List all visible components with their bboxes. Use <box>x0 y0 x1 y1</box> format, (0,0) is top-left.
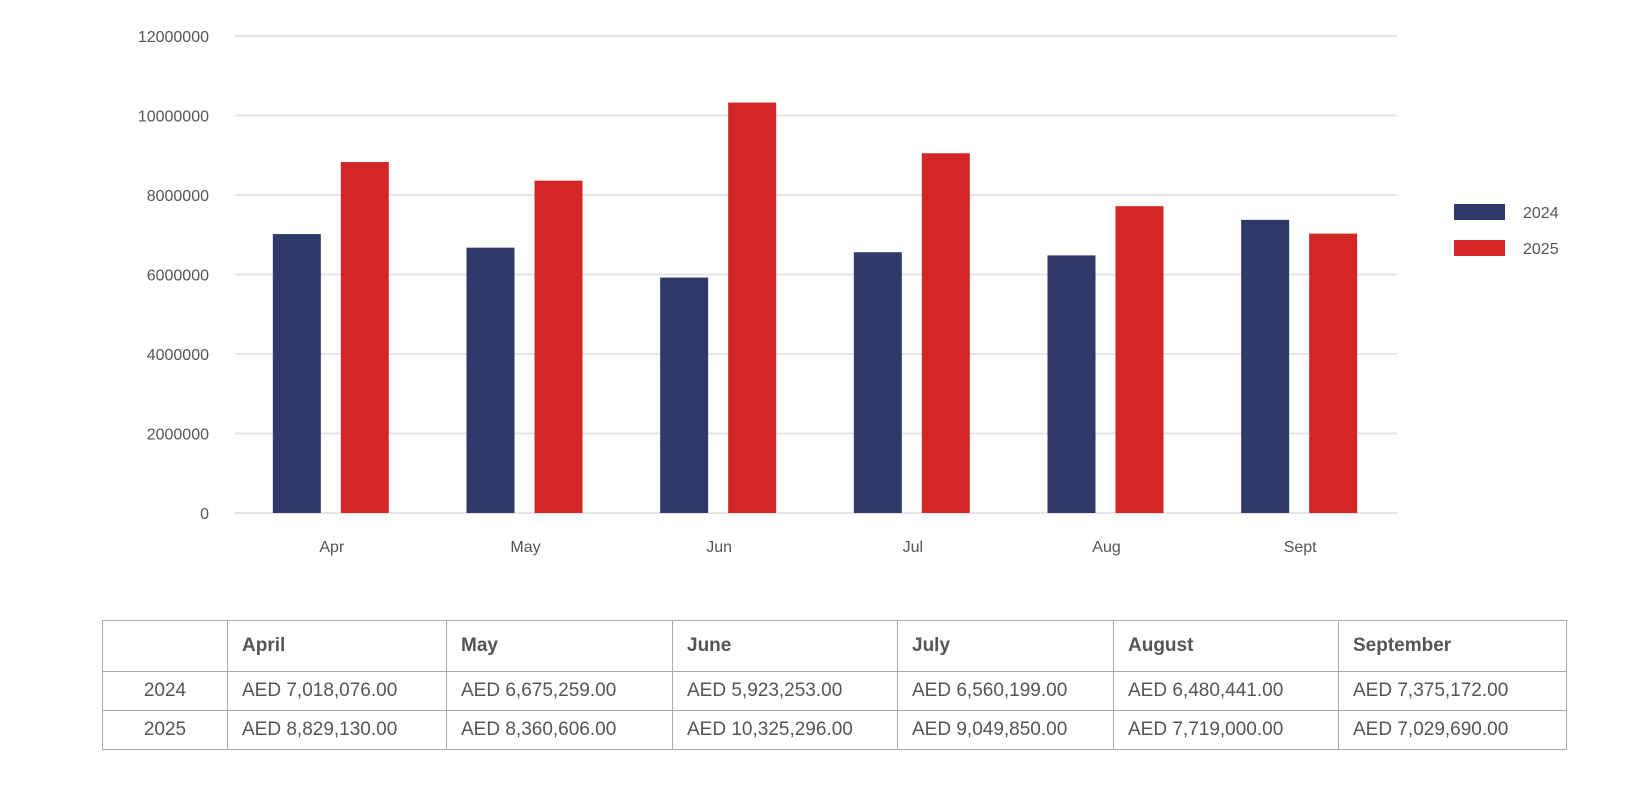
table-cell: AED 8,829,130.00 <box>227 710 447 750</box>
table-cell: AED 7,018,076.00 <box>227 671 447 711</box>
y-tick-label: 12000000 <box>138 29 209 46</box>
table-cell: AED 9,049,850.00 <box>897 710 1114 750</box>
table-cell: AED 7,719,000.00 <box>1113 710 1339 750</box>
table-cell: AED 7,375,172.00 <box>1338 671 1567 711</box>
legend-label-2025: 2025 <box>1523 241 1559 258</box>
y-tick-label: 2000000 <box>147 427 209 444</box>
table-header-may: May <box>446 620 673 672</box>
table-header-july: July <box>897 620 1114 672</box>
table-header-row: April May June July August September <box>102 620 1567 672</box>
bar-2025-apr <box>340 162 389 513</box>
bar-2025-jul <box>921 153 970 513</box>
bar-2025-aug <box>1115 206 1164 514</box>
table-cell: AED 6,675,259.00 <box>446 671 673 711</box>
bar-2025-sept <box>1309 233 1358 513</box>
y-tick-label: 6000000 <box>147 268 209 285</box>
table-header-april: April <box>227 620 447 672</box>
bar-chart: 0 2000000 4000000 6000000 8000000 10000000 120… <box>138 29 1559 556</box>
table-cell: AED 7,029,690.00 <box>1338 710 1567 750</box>
bar-2024-aug <box>1047 255 1096 513</box>
table-cell: AED 8,360,606.00 <box>446 710 673 750</box>
table-header-september: September <box>1338 620 1567 672</box>
x-tick-label: Apr <box>319 539 345 556</box>
legend-swatch-2025 <box>1454 240 1505 256</box>
bar-2024-sept <box>1241 219 1290 513</box>
table-cell: AED 10,325,296.00 <box>672 710 898 750</box>
y-tick-label: 0 <box>200 506 209 523</box>
x-tick-label: Jul <box>903 539 923 556</box>
bar-2024-apr <box>272 234 321 513</box>
x-tick-label: Aug <box>1092 539 1120 556</box>
bar-2024-jun <box>660 277 709 513</box>
bar-2024-may <box>466 247 515 513</box>
table-header-august: August <box>1113 620 1339 672</box>
y-tick-label: 10000000 <box>138 109 209 126</box>
x-tick-label: May <box>510 539 540 556</box>
x-tick-label: Jun <box>706 539 732 556</box>
table-cell: AED 5,923,253.00 <box>672 671 898 711</box>
table-cell: AED 6,480,441.00 <box>1113 671 1339 711</box>
table-row: 2024 AED 7,018,076.00 AED 6,675,259.00 A… <box>102 671 1567 711</box>
x-tick-label: Sept <box>1284 539 1317 556</box>
table-header-empty <box>102 620 228 672</box>
legend-label-2024: 2024 <box>1523 205 1559 222</box>
table-header-june: June <box>672 620 898 672</box>
data-table: April May June July August September 202… <box>102 620 1567 750</box>
table-row: 2025 AED 8,829,130.00 AED 8,360,606.00 A… <box>102 710 1567 750</box>
legend-swatch-2024 <box>1454 204 1505 220</box>
table-cell: AED 6,560,199.00 <box>897 671 1114 711</box>
bar-2024-jul <box>853 252 902 513</box>
y-tick-label: 4000000 <box>147 347 209 364</box>
row-year: 2025 <box>102 710 228 750</box>
y-tick-label: 8000000 <box>147 188 209 205</box>
row-year: 2024 <box>102 671 228 711</box>
bar-2025-jun <box>728 102 777 513</box>
bar-2025-may <box>534 180 583 514</box>
